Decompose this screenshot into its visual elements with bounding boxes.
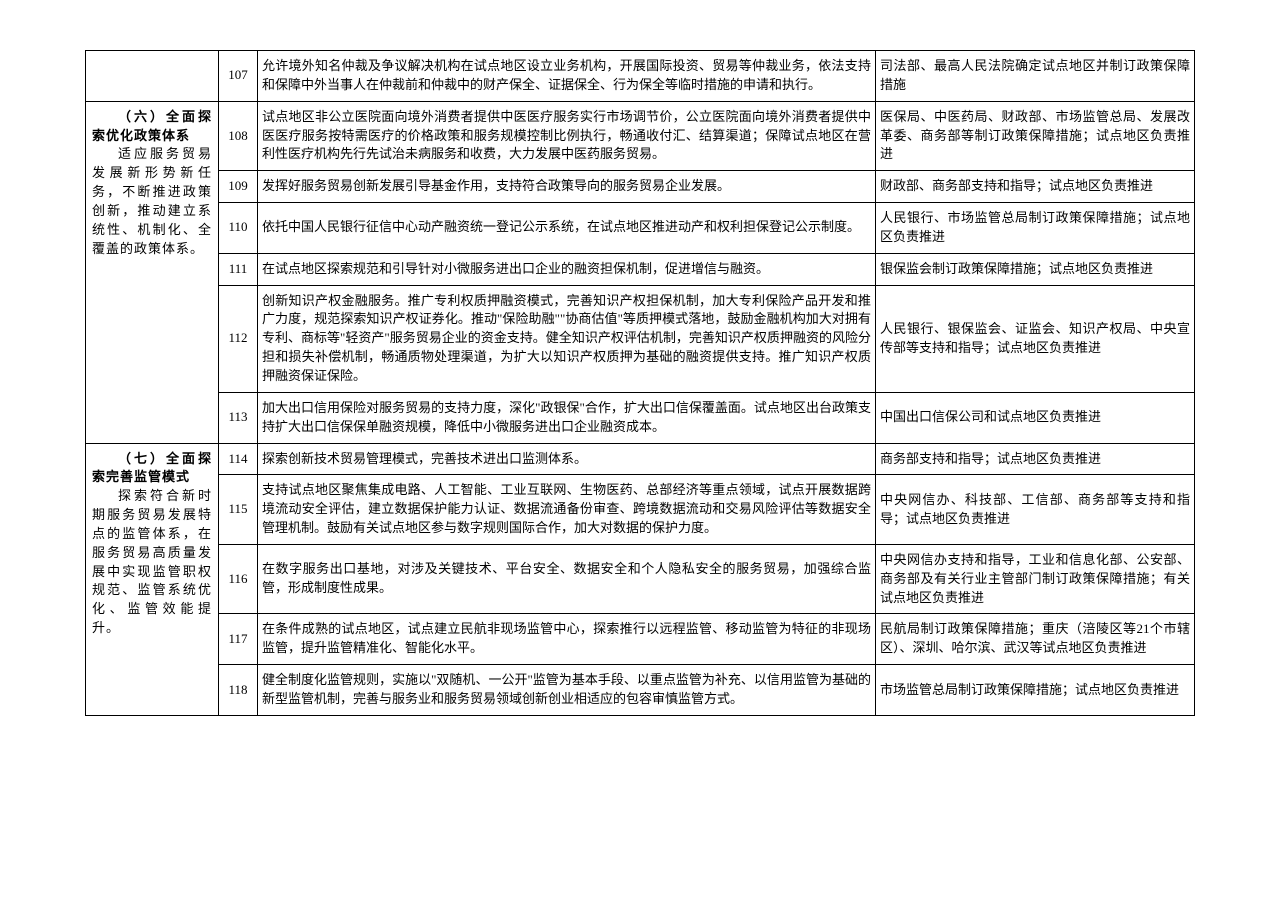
table-row: 113加大出口信用保险对服务贸易的支持力度，深化"政银保"合作，扩大出口信保覆盖… bbox=[86, 392, 1195, 443]
dept-cell: 市场监管总局制订政策保障措施；试点地区负责推进 bbox=[876, 665, 1195, 716]
task-cell: 探索创新技术贸易管理模式，完善技术进出口监测体系。 bbox=[258, 443, 876, 475]
task-cell: 加大出口信用保险对服务贸易的支持力度，深化"政银保"合作，扩大出口信保覆盖面。试… bbox=[258, 392, 876, 443]
table-row: 109发挥好服务贸易创新发展引导基金作用，支持符合政策导向的服务贸易企业发展。财… bbox=[86, 171, 1195, 203]
task-cell: 发挥好服务贸易创新发展引导基金作用，支持符合政策导向的服务贸易企业发展。 bbox=[258, 171, 876, 203]
task-cell: 允许境外知名仲裁及争议解决机构在试点地区设立业务机构，开展国际投资、贸易等仲裁业… bbox=[258, 51, 876, 102]
dept-cell: 民航局制订政策保障措施；重庆（涪陵区等21个市辖区）、深圳、哈尔滨、武汉等试点地… bbox=[876, 614, 1195, 665]
section-heading: （六）全面探索优化政策体系 bbox=[92, 108, 212, 146]
task-cell: 依托中国人民银行征信中心动产融资统一登记公示系统，在试点地区推进动产和权利担保登… bbox=[258, 203, 876, 254]
section-cell bbox=[86, 51, 219, 102]
table-row: 117在条件成熟的试点地区，试点建立民航非现场监管中心，探索推行以远程监管、移动… bbox=[86, 614, 1195, 665]
section-cell: （七）全面探索完善监管模式探索符合新时期服务贸易发展特点的监管体系，在服务贸易高… bbox=[86, 443, 219, 715]
table-row: （七）全面探索完善监管模式探索符合新时期服务贸易发展特点的监管体系，在服务贸易高… bbox=[86, 443, 1195, 475]
dept-cell: 中央网信办支持和指导，工业和信息化部、公安部、商务部及有关行业主管部门制订政策保… bbox=[876, 544, 1195, 614]
task-cell: 试点地区非公立医院面向境外消费者提供中医医疗服务实行市场调节价，公立医院面向境外… bbox=[258, 101, 876, 171]
dept-cell: 银保监会制订政策保障措施；试点地区负责推进 bbox=[876, 253, 1195, 285]
dept-cell: 财政部、商务部支持和指导；试点地区负责推进 bbox=[876, 171, 1195, 203]
row-number: 108 bbox=[219, 101, 258, 171]
table-row: 112创新知识产权金融服务。推广专利权质押融资模式，完善知识产权担保机制，加大专… bbox=[86, 285, 1195, 392]
row-number: 107 bbox=[219, 51, 258, 102]
task-cell: 健全制度化监管规则，实施以"双随机、一公开"监管为基本手段、以重点监管为补充、以… bbox=[258, 665, 876, 716]
dept-cell: 司法部、最高人民法院确定试点地区并制订政策保障措施 bbox=[876, 51, 1195, 102]
table-row: 107允许境外知名仲裁及争议解决机构在试点地区设立业务机构，开展国际投资、贸易等… bbox=[86, 51, 1195, 102]
dept-cell: 人民银行、市场监管总局制订政策保障措施；试点地区负责推进 bbox=[876, 203, 1195, 254]
task-cell: 在试点地区探索规范和引导针对小微服务进出口企业的融资担保机制，促进增信与融资。 bbox=[258, 253, 876, 285]
table-row: 110依托中国人民银行征信中心动产融资统一登记公示系统，在试点地区推进动产和权利… bbox=[86, 203, 1195, 254]
row-number: 118 bbox=[219, 665, 258, 716]
task-cell: 在数字服务出口基地，对涉及关键技术、平台安全、数据安全和个人隐私安全的服务贸易，… bbox=[258, 544, 876, 614]
row-number: 110 bbox=[219, 203, 258, 254]
task-cell: 支持试点地区聚焦集成电路、人工智能、工业互联网、生物医药、总部经济等重点领域，试… bbox=[258, 475, 876, 545]
section-cell: （六）全面探索优化政策体系适应服务贸易发展新形势新任务，不断推进政策创新，推动建… bbox=[86, 101, 219, 443]
row-number: 116 bbox=[219, 544, 258, 614]
section-desc: 适应服务贸易发展新形势新任务，不断推进政策创新，推动建立系统性、机制化、全覆盖的… bbox=[92, 145, 212, 258]
row-number: 111 bbox=[219, 253, 258, 285]
dept-cell: 中央网信办、科技部、工信部、商务部等支持和指导；试点地区负责推进 bbox=[876, 475, 1195, 545]
table-row: （六）全面探索优化政策体系适应服务贸易发展新形势新任务，不断推进政策创新，推动建… bbox=[86, 101, 1195, 171]
row-number: 117 bbox=[219, 614, 258, 665]
section-heading: （七）全面探索完善监管模式 bbox=[92, 450, 212, 488]
row-number: 112 bbox=[219, 285, 258, 392]
section-desc: 探索符合新时期服务贸易发展特点的监管体系，在服务贸易高质量发展中实现监管职权规范… bbox=[92, 487, 212, 638]
row-number: 114 bbox=[219, 443, 258, 475]
task-cell: 在条件成熟的试点地区，试点建立民航非现场监管中心，探索推行以远程监管、移动监管为… bbox=[258, 614, 876, 665]
dept-cell: 医保局、中医药局、财政部、市场监管总局、发展改革委、商务部等制订政策保障措施；试… bbox=[876, 101, 1195, 171]
table-row: 111在试点地区探索规范和引导针对小微服务进出口企业的融资担保机制，促进增信与融… bbox=[86, 253, 1195, 285]
dept-cell: 中国出口信保公司和试点地区负责推进 bbox=[876, 392, 1195, 443]
table-row: 118健全制度化监管规则，实施以"双随机、一公开"监管为基本手段、以重点监管为补… bbox=[86, 665, 1195, 716]
row-number: 115 bbox=[219, 475, 258, 545]
table-row: 115支持试点地区聚焦集成电路、人工智能、工业互联网、生物医药、总部经济等重点领… bbox=[86, 475, 1195, 545]
task-cell: 创新知识产权金融服务。推广专利权质押融资模式，完善知识产权担保机制，加大专利保险… bbox=[258, 285, 876, 392]
table-row: 116在数字服务出口基地，对涉及关键技术、平台安全、数据安全和个人隐私安全的服务… bbox=[86, 544, 1195, 614]
dept-cell: 人民银行、银保监会、证监会、知识产权局、中央宣传部等支持和指导；试点地区负责推进 bbox=[876, 285, 1195, 392]
row-number: 113 bbox=[219, 392, 258, 443]
row-number: 109 bbox=[219, 171, 258, 203]
dept-cell: 商务部支持和指导；试点地区负责推进 bbox=[876, 443, 1195, 475]
policy-table: 107允许境外知名仲裁及争议解决机构在试点地区设立业务机构，开展国际投资、贸易等… bbox=[85, 50, 1195, 716]
